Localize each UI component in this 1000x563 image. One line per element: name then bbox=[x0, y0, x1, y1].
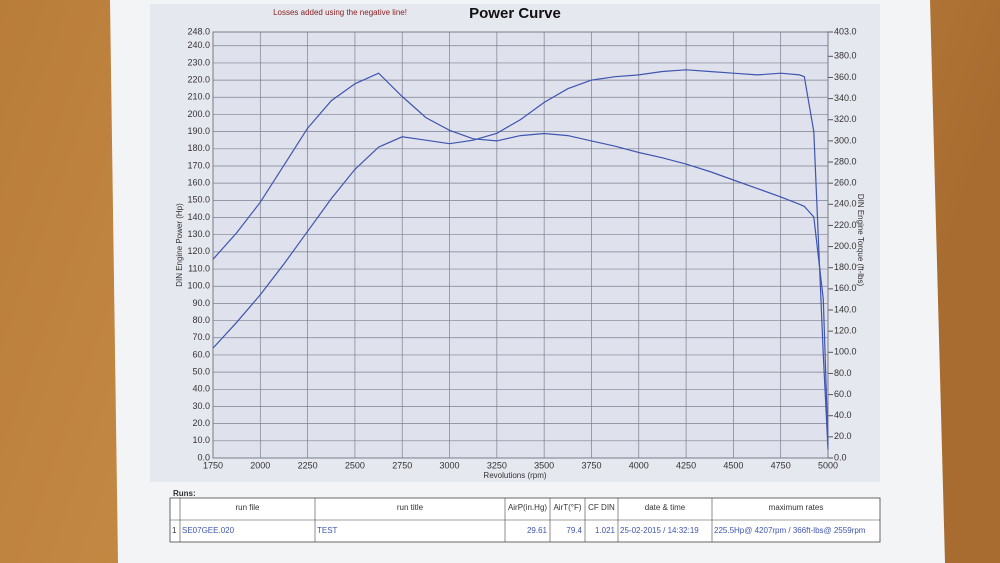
runs-title: Runs: bbox=[173, 489, 196, 498]
y-tick-label: 60.0 bbox=[192, 349, 210, 359]
y-tick-label: 50.0 bbox=[192, 366, 210, 376]
x-tick-label: 4500 bbox=[723, 460, 743, 470]
y2-tick-label: 20.0 bbox=[834, 431, 852, 441]
y-tick-label: 20.0 bbox=[192, 418, 210, 428]
y2-tick-label: 120.0 bbox=[834, 326, 857, 336]
y-tick-label: 100.0 bbox=[187, 281, 210, 291]
table-header: AirP(in.Hg) bbox=[508, 503, 547, 512]
table-header: run file bbox=[235, 503, 260, 512]
y-tick-label: 40.0 bbox=[192, 384, 210, 394]
y2-tick-label: 380.0 bbox=[834, 51, 857, 61]
y2-axis-title: DIN Engine Torque (ft-lbs) bbox=[856, 194, 865, 287]
series-line bbox=[212, 69, 829, 450]
table-header: CF DIN bbox=[588, 503, 615, 512]
x-tick-label: 5000 bbox=[818, 460, 838, 470]
y2-tick-label: 140.0 bbox=[834, 304, 857, 314]
y-tick-label: 120.0 bbox=[187, 246, 210, 256]
y2-tick-label: 40.0 bbox=[834, 410, 852, 420]
y-tick-label: 180.0 bbox=[187, 143, 210, 153]
table-cell: 1 bbox=[172, 526, 177, 535]
y2-tick-label: 160.0 bbox=[834, 283, 857, 293]
table-cell: 29.61 bbox=[527, 526, 548, 535]
table-header: maximum rates bbox=[769, 503, 824, 512]
table-cell: 25-02-2015 / 14:32:19 bbox=[620, 526, 699, 535]
table-header: date & time bbox=[645, 503, 686, 512]
chart-note: Losses added using the negative line! bbox=[273, 8, 407, 17]
y-tick-label: 230.0 bbox=[187, 57, 210, 67]
x-tick-label: 3250 bbox=[487, 460, 507, 470]
plot-area bbox=[212, 31, 829, 459]
y2-tick-label: 360.0 bbox=[834, 72, 857, 82]
y-tick-label: 110.0 bbox=[188, 263, 210, 273]
x-tick-label: 4000 bbox=[629, 460, 649, 470]
y2-tick-label: 320.0 bbox=[834, 114, 857, 124]
x-tick-label: 3000 bbox=[440, 460, 460, 470]
x-tick-label: 3750 bbox=[581, 460, 601, 470]
y2-tick-label: 0.0 bbox=[834, 452, 847, 462]
y-tick-label: 190.0 bbox=[187, 126, 210, 136]
y2-tick-label: 100.0 bbox=[834, 347, 857, 357]
y-tick-label: 150.0 bbox=[187, 195, 210, 205]
y2-tick-label: 80.0 bbox=[834, 368, 852, 378]
y2-tick-label: 200.0 bbox=[834, 241, 857, 251]
y2-tick-label: 340.0 bbox=[834, 93, 857, 103]
x-tick-label: 2250 bbox=[298, 460, 318, 470]
y-tick-label: 90.0 bbox=[192, 298, 210, 308]
y2-tick-label: 280.0 bbox=[834, 156, 857, 166]
table-cell: 79.4 bbox=[566, 526, 582, 535]
y-tick-label: 30.0 bbox=[192, 401, 210, 411]
x-tick-label: 2750 bbox=[392, 460, 412, 470]
y-tick-label: 210.0 bbox=[187, 92, 210, 102]
table-header: AirT(°F) bbox=[553, 503, 581, 512]
y2-tick-label: 240.0 bbox=[834, 199, 857, 209]
y-axis-title: DIN Engine Power (Hp) bbox=[175, 203, 184, 287]
table-cell: SE07GEE.020 bbox=[182, 526, 235, 535]
y-tick-label: 240.0 bbox=[187, 40, 210, 50]
y-tick-label: 160.0 bbox=[187, 178, 210, 188]
x-tick-label: 1750 bbox=[203, 460, 223, 470]
table-cell: TEST bbox=[317, 526, 338, 535]
y2-tick-label: 60.0 bbox=[834, 389, 852, 399]
table-cell: 225.5Hp@ 4207rpm / 366ft-lbs@ 2559rpm bbox=[714, 526, 866, 535]
y-tick-label: 140.0 bbox=[187, 212, 210, 222]
y-tick-label: 170.0 bbox=[187, 160, 210, 170]
y2-tick-label: 403.0 bbox=[834, 26, 857, 36]
x-tick-label: 4750 bbox=[771, 460, 791, 470]
y-tick-label: 80.0 bbox=[192, 315, 210, 325]
y-tick-label: 130.0 bbox=[187, 229, 210, 239]
x-tick-label: 2500 bbox=[345, 460, 365, 470]
y2-tick-label: 180.0 bbox=[834, 262, 857, 272]
x-tick-label: 2000 bbox=[250, 460, 270, 470]
y-tick-label: 10.0 bbox=[192, 435, 210, 445]
series-line bbox=[212, 72, 829, 445]
x-tick-label: 4250 bbox=[676, 460, 696, 470]
x-axis-title: Revolutions (rpm) bbox=[483, 471, 546, 480]
x-tick-label: 3500 bbox=[534, 460, 554, 470]
runs-table: Runs: run file run title AirP(in.Hg) AirT(°… bbox=[169, 489, 881, 543]
table-cell: 1.021 bbox=[595, 526, 616, 535]
y2-tick-label: 300.0 bbox=[834, 135, 857, 145]
table-header: run title bbox=[397, 503, 424, 512]
chart-title: Power Curve bbox=[469, 5, 561, 22]
y-tick-label: 70.0 bbox=[192, 332, 210, 342]
y-tick-label: 220.0 bbox=[187, 74, 210, 84]
y2-tick-label: 220.0 bbox=[834, 220, 857, 230]
y-tick-label: 200.0 bbox=[187, 109, 210, 119]
y-tick-label: 248.0 bbox=[187, 26, 210, 36]
y2-tick-label: 260.0 bbox=[834, 178, 857, 188]
y-tick-label: 0.0 bbox=[197, 452, 210, 462]
